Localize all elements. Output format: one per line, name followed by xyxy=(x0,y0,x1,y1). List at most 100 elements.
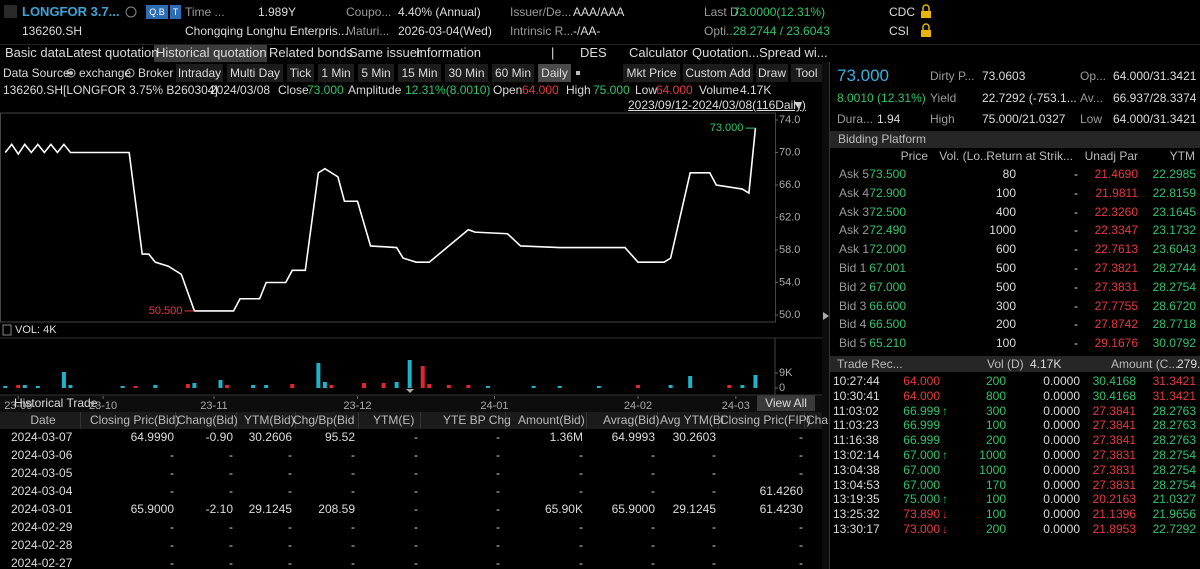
period-button[interactable]: Tick xyxy=(289,66,312,80)
quote-cell: - xyxy=(1074,223,1078,238)
menu-tab[interactable]: Spread wi... xyxy=(759,45,828,60)
menu-tab[interactable]: Same issuer xyxy=(349,45,422,60)
period-button-bg[interactable] xyxy=(318,64,354,82)
table-cell: - xyxy=(351,556,355,569)
quote-cell: 21.9811 xyxy=(1095,185,1139,200)
volume-bar xyxy=(218,380,223,388)
menu-tab[interactable]: Information xyxy=(416,45,482,60)
tool-button[interactable]: Mkt Price xyxy=(626,66,677,80)
volume-bar xyxy=(133,386,138,388)
period-button[interactable]: 15 Min xyxy=(401,66,438,80)
tool-button[interactable]: Custom Add xyxy=(685,66,751,80)
table-cell: - xyxy=(288,538,292,552)
field-label: Maturi... xyxy=(346,24,390,38)
section-bar xyxy=(0,395,822,412)
quote-cell: 72.900 xyxy=(869,185,906,200)
column-divider xyxy=(657,412,658,429)
trade-cell: 31.3421 xyxy=(1152,388,1196,403)
date-range[interactable]: 2023/09/12-2024/03/08(116Daily) xyxy=(628,98,806,112)
tool-button[interactable]: Tool xyxy=(795,66,818,80)
badge-bg xyxy=(146,5,168,19)
info-value: 64.000 xyxy=(656,83,693,97)
trade-cell: 100 xyxy=(985,507,1006,522)
table-cell: - xyxy=(496,466,500,480)
menu-tab[interactable]: Historical quotation xyxy=(156,45,267,60)
quote-cell: 600 xyxy=(995,242,1016,257)
period-button[interactable]: 60 Min xyxy=(494,66,532,80)
table-cell: -0.90 xyxy=(205,430,233,444)
quote-cell: 28.2754 xyxy=(1152,279,1196,294)
menu-tab[interactable]: Related bonds xyxy=(269,45,353,60)
table-cell: - xyxy=(579,448,583,462)
trade-cell: 30.4168 xyxy=(1092,374,1136,388)
table-cell: - xyxy=(229,520,233,534)
period-button[interactable]: Daily xyxy=(541,66,568,80)
table-cell: 29.1245 xyxy=(672,502,716,516)
field-label: Op... xyxy=(1080,69,1107,83)
view-all-bg[interactable] xyxy=(757,395,815,411)
menu-tab[interactable]: DES xyxy=(580,45,607,60)
period-button[interactable]: Multi Day xyxy=(229,66,280,80)
quote-cell: - xyxy=(1074,279,1078,294)
column-header: Avrag(Bid) xyxy=(603,413,660,427)
row-label: Bid 5 xyxy=(839,336,867,351)
period-button[interactable]: 1 Min xyxy=(321,66,351,80)
trade-cell: 64.000 xyxy=(903,388,940,403)
trade-cell: 0.0000 xyxy=(1043,507,1080,522)
trade-cell: 22.7292 xyxy=(1152,522,1196,536)
source-option[interactable]: Broker xyxy=(138,66,174,80)
trade-cell: 28.2763 xyxy=(1152,403,1196,418)
menu-tab[interactable]: Basic data xyxy=(5,45,66,60)
period-button-bg[interactable] xyxy=(227,64,283,82)
section-bar xyxy=(830,131,1200,148)
tool-button-bg[interactable] xyxy=(791,64,822,82)
table-cell: - xyxy=(712,466,716,480)
table-cell: 1.36M xyxy=(549,430,583,444)
trade-cell: 21.8953 xyxy=(1092,522,1136,536)
field-value: 4.40% (Annual) xyxy=(398,5,481,19)
date-cell: 2024-02-28 xyxy=(11,538,73,552)
period-button-bg[interactable] xyxy=(176,64,223,82)
menu-tab[interactable]: Calculator xyxy=(629,45,688,60)
menu-tab[interactable]: Quotation... xyxy=(692,45,760,60)
period-button-bg[interactable] xyxy=(398,64,441,82)
quote-cell: - xyxy=(1074,185,1078,200)
period-button-bg[interactable] xyxy=(287,64,314,82)
row-label: Ask 4 xyxy=(839,185,870,200)
period-button-bg[interactable] xyxy=(492,64,534,82)
table-cell: - xyxy=(288,484,292,498)
trade-time: 11:03:23 xyxy=(833,418,879,433)
field-value: AAA/AAA xyxy=(573,5,625,19)
row-label: Ask 1 xyxy=(839,242,870,257)
period-button-bg[interactable] xyxy=(445,64,488,82)
source-option[interactable]: exchange xyxy=(79,66,132,80)
quote-cell: 500 xyxy=(995,261,1016,275)
table-cell: 65.90K xyxy=(544,502,583,516)
view-all-button[interactable]: View All xyxy=(765,396,807,410)
table-cell: 65.9000 xyxy=(611,502,655,516)
period-button[interactable]: Intraday xyxy=(177,66,222,80)
info-value: 64.000 xyxy=(522,83,559,97)
period-button-bg[interactable] xyxy=(538,64,571,82)
tool-button[interactable]: Draw xyxy=(757,66,786,80)
row-label: Bid 2 xyxy=(839,279,867,294)
period-button[interactable]: 30 Min xyxy=(448,66,485,80)
volume-bar xyxy=(61,372,66,388)
quote-cell: 30.0792 xyxy=(1152,336,1196,351)
field-label: Low xyxy=(1080,112,1103,126)
period-button-bg[interactable] xyxy=(358,64,394,82)
tool-button-bg[interactable] xyxy=(623,64,680,82)
menu-tab[interactable]: | xyxy=(551,45,555,60)
table-cell: - xyxy=(170,538,174,552)
trade-cell: 100 xyxy=(985,418,1006,433)
tool-button-bg[interactable] xyxy=(756,64,788,82)
table-cell: 208.59 xyxy=(318,502,355,516)
trade-cell: 27.3831 xyxy=(1092,448,1136,462)
period-button[interactable]: 5 Min xyxy=(361,66,391,80)
trade-cell: 0.0000 xyxy=(1043,462,1080,477)
menu-tab[interactable]: Latest quotation xyxy=(66,45,159,60)
trade-cell: 0.0000 xyxy=(1043,433,1080,448)
tool-button-bg[interactable] xyxy=(683,64,753,82)
quote-cell: 67.000 xyxy=(869,279,906,294)
